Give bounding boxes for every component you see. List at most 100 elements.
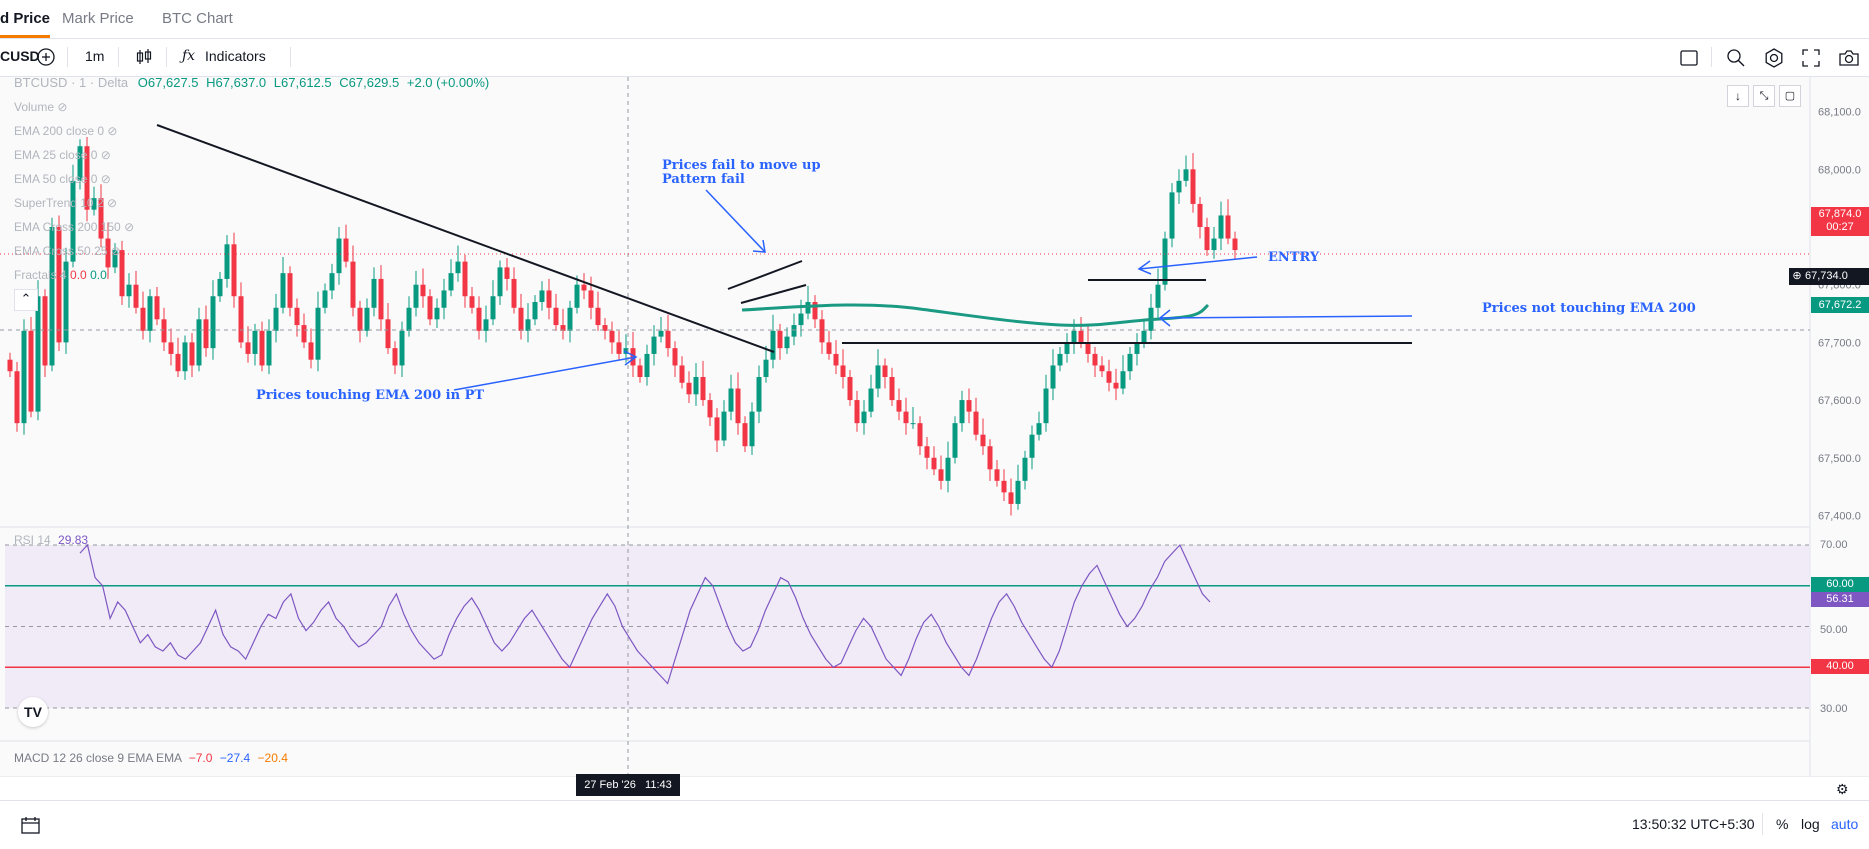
annotation-not-touching-ema[interactable]: Prices not touching EMA 200 [1482,301,1696,316]
candle-body [637,365,643,377]
annotation-pattern-fail[interactable]: Prices fail to move up Pattern fail [662,158,821,187]
pattern-line-lower[interactable] [740,284,807,304]
candle-body [231,244,237,297]
compare-symbol-icon[interactable] [36,47,56,67]
clock-timezone[interactable]: 13:50:32 UTC+5:30 [1632,816,1755,832]
candle-body [910,423,916,425]
pattern-line-upper[interactable] [727,260,803,290]
candle-body [994,469,1000,481]
candle-body [595,307,601,326]
tab-mark-price[interactable]: Mark Price [62,10,134,27]
add-alert-icon[interactable]: ⊕ [1792,270,1802,282]
quick-search-icon[interactable] [1725,47,1747,69]
candle-body [1190,169,1196,204]
candle-body [735,388,741,424]
candle-body [399,330,405,366]
candle-body [441,290,447,308]
candle-body [266,330,272,366]
log-scale-toggle[interactable]: log [1801,816,1820,832]
fullscreen-icon[interactable] [1800,47,1822,69]
candle-style-icon[interactable] [134,47,154,67]
chart-canvas[interactable]: 68,100.068,000.067,900.067,800.067,700.0… [0,77,1869,777]
candle-body [896,400,902,412]
hidden-eye-icon[interactable]: ⊘ [100,148,111,162]
tradingview-logo[interactable]: TV [18,697,48,727]
indicator-ema-cross-50-25[interactable]: EMA Cross 50 25 ⊘ [14,244,121,258]
hidden-eye-icon[interactable]: ⊘ [110,244,121,258]
indicator-fractals[interactable]: Fractals 4 0.0 0.0 [14,268,107,282]
candle-body [1225,215,1231,239]
tab-btc-chart[interactable]: BTC Chart [162,10,233,27]
candle-body [98,198,104,239]
candle-body [567,307,573,331]
candle-body [126,284,132,297]
layout-square-icon[interactable] [1679,48,1699,68]
candle-body [245,342,251,354]
candle-body [1050,365,1056,389]
candle-body [385,319,391,349]
axis-settings-icon[interactable]: ⚙ [1836,781,1849,797]
interval-button[interactable]: 1m [85,48,105,64]
hidden-eye-icon[interactable]: ⊘ [106,196,118,210]
candle-body [1078,330,1084,343]
candle-body [336,238,342,274]
candle-body [350,261,356,308]
candle-body [1232,238,1238,251]
candle-body [511,278,517,308]
rsi-tick-30: 30.00 [1820,703,1848,715]
candle-body [133,284,139,308]
candle-body [483,319,489,331]
candle-body [42,296,48,366]
move-pane-down-icon[interactable]: ↓ [1727,85,1749,107]
indicator-ema-cross-200-150[interactable]: EMA Cross 200 150 ⊘ [14,220,135,234]
collapse-legend-icon[interactable]: ⌃ [14,289,38,311]
percent-scale-toggle[interactable]: % [1776,816,1789,832]
collapse-pane-icon[interactable]: ⤡ [1753,85,1775,107]
screenshot-camera-icon[interactable] [1837,47,1861,69]
symbol-search-button[interactable]: CUSD [0,48,40,64]
indicator-ema-50[interactable]: EMA 50 close 0 ⊘ [14,172,111,186]
bottom-bar: 13:50:32 UTC+5:30 % log auto [0,800,1869,849]
maximize-pane-icon[interactable]: ▢ [1779,85,1801,107]
candle-body [1057,353,1063,366]
candle-body [315,307,321,360]
indicator-volume[interactable]: Volume ⊘ [14,100,68,114]
trendline-descending[interactable] [156,124,775,353]
fx-icon[interactable]: ƒx [182,48,196,64]
candle-body [553,307,559,326]
auto-scale-toggle[interactable]: auto [1831,816,1859,832]
active-tab-indicator [0,35,50,38]
indicators-button[interactable]: Indicators [205,48,266,64]
ohlc-low: 67,612.5 [281,75,332,90]
candle-body [917,423,923,447]
hidden-eye-icon[interactable]: ⊘ [100,172,111,186]
candle-body [238,296,244,343]
date-range-calendar-icon[interactable] [20,815,42,835]
candle-body [728,388,734,412]
candle-body [609,330,615,343]
candle-body [91,198,97,210]
candle-body [1064,342,1070,354]
ohlc-open: 67,627.5 [147,75,199,90]
annotation-entry[interactable]: ENTRY [1268,250,1320,265]
annotation-touching-ema[interactable]: Prices touching EMA 200 in PT [256,388,485,403]
chart-pane[interactable]: 68,100.068,000.067,900.067,800.067,700.0… [0,75,1869,796]
toolbar-divider [1711,47,1712,67]
hidden-eye-icon[interactable]: ⊘ [57,100,68,114]
candle-body [105,238,111,268]
candle-body [1008,492,1014,504]
candle-body [371,278,377,308]
indicator-ema-25[interactable]: EMA 25 close 0 ⊘ [14,148,111,162]
tab-index-price[interactable]: d Price [0,10,51,27]
indicator-supertrend[interactable]: SuperTrend 10 2 ⊘ [14,196,118,210]
candle-body [490,296,496,320]
settings-gear-icon[interactable] [1763,47,1785,69]
candle-body [1071,330,1077,343]
indicator-ema-200[interactable]: EMA 200 close 0 ⊘ [14,124,118,138]
hidden-eye-icon[interactable]: ⊘ [107,124,118,138]
candle-body [973,411,979,435]
chart-legend: BTCUSD · 1 · Delta O67,627.5 H67,637.0 L… [14,73,489,311]
candle-body [784,336,790,349]
hidden-eye-icon[interactable]: ⊘ [124,220,135,234]
candle-body [721,411,727,441]
